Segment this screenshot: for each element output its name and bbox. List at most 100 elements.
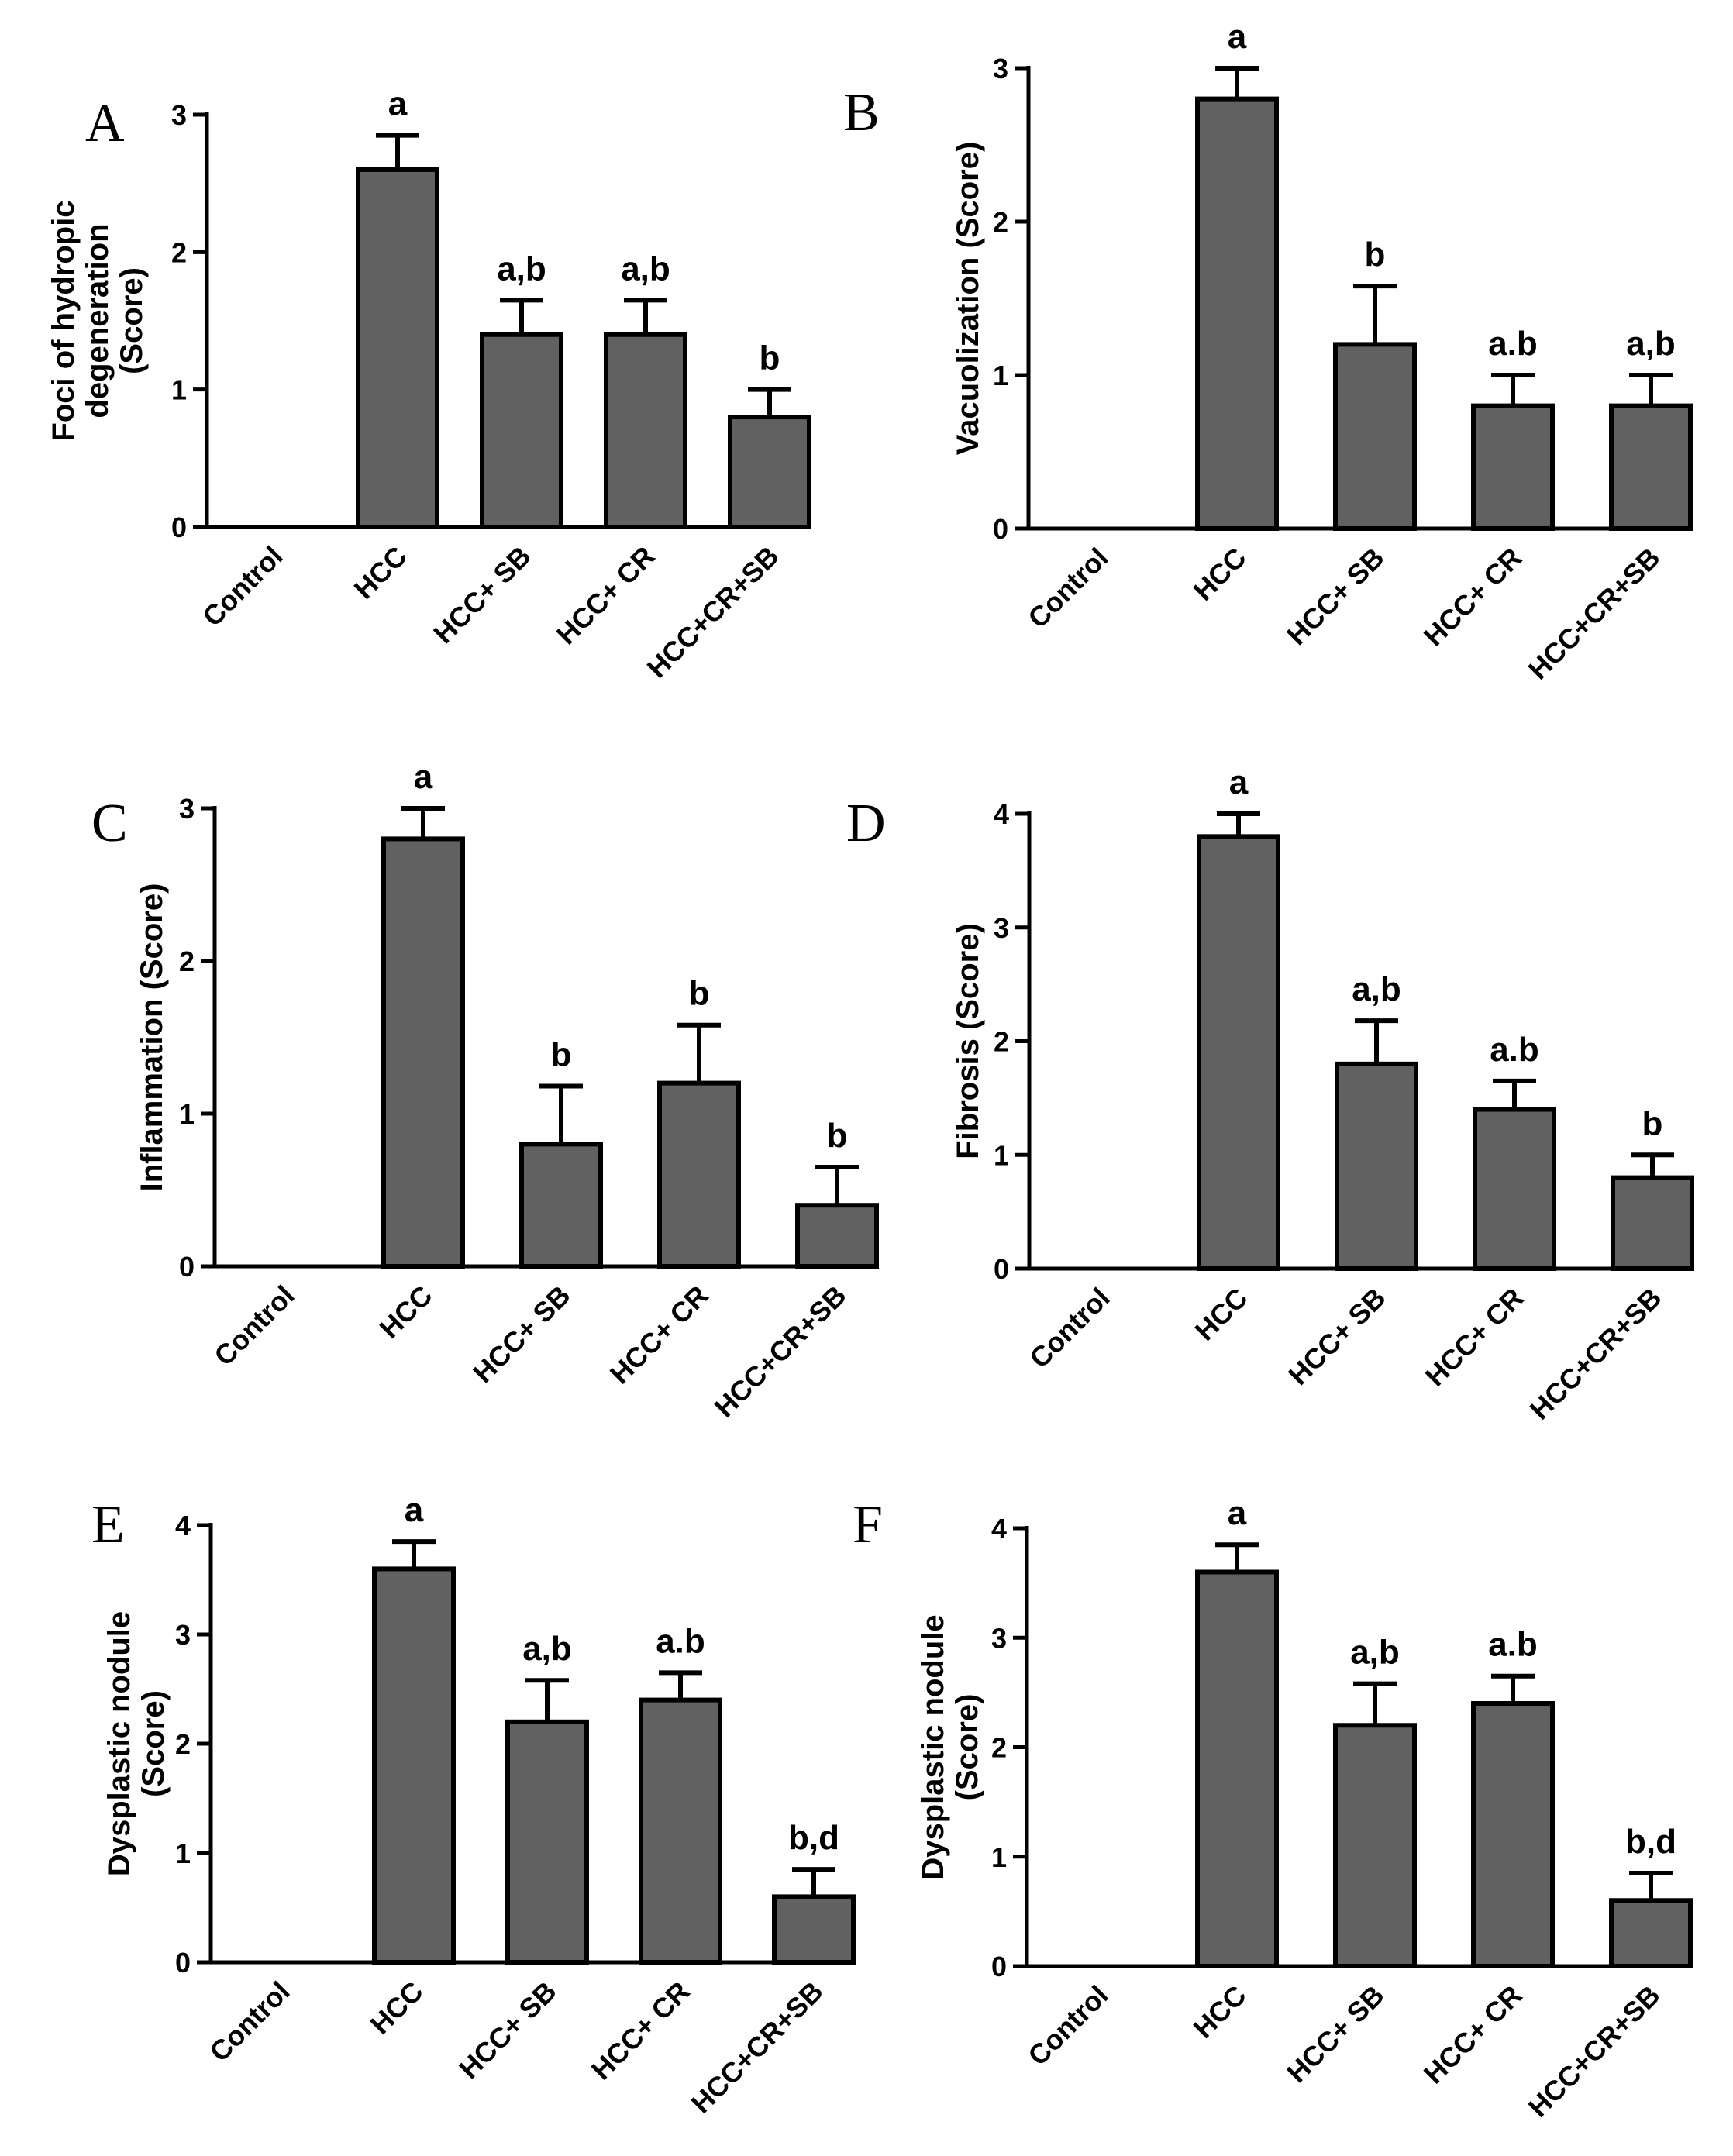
panel-letter: D (846, 794, 886, 853)
bar (1195, 1569, 1279, 1968)
y-axis-title-line: (Score) (950, 1694, 984, 1801)
y-axis-title: Fibrosis (Score) (951, 923, 985, 1159)
category-label: HCC+ SB (467, 1279, 576, 1389)
panel-d: D 0 1 2 3 4 Fibrosis (Score) Control a HCC a,b HCC+… (846, 763, 1694, 1426)
bar (519, 1142, 603, 1269)
bar (1335, 1061, 1418, 1271)
category-label: HCC+CR+SB (708, 1279, 853, 1424)
category-label: Control (1022, 1979, 1114, 2072)
category-label: Control (208, 1279, 300, 1372)
category-label: HCC+CR+SB (1522, 1979, 1666, 2123)
y-tick-label: 2 (171, 236, 187, 268)
y-tick-label: 0 (179, 1251, 195, 1283)
bar (639, 1697, 722, 1965)
category-label: Control (1022, 542, 1114, 634)
y-tick-label: 1 (991, 1841, 1007, 1873)
category-label: HCC (364, 1975, 429, 2041)
bar (1197, 834, 1280, 1271)
category-label: HCC+ SB (427, 540, 536, 649)
significance-label: a (414, 758, 433, 796)
category-label: HCC+ CR (585, 1975, 696, 2086)
y-tick-label: 0 (993, 513, 1008, 545)
panel-letter: A (85, 94, 125, 153)
y-tick-label: 3 (993, 53, 1008, 84)
y-axis-title-line: (Score) (115, 267, 149, 374)
y-tick-label: 4 (994, 798, 1009, 830)
category-label: HCC (1187, 542, 1252, 607)
bar (1473, 1107, 1556, 1272)
category-label: HCC+CR+SB (641, 540, 785, 684)
y-tick-label: 3 (991, 1622, 1007, 1654)
y-tick-label: 1 (994, 1139, 1009, 1171)
bar (1471, 1701, 1555, 1968)
y-tick-label: 2 (175, 1728, 191, 1760)
y-axis-title: Foci of hydropicdegeneration(Score) (47, 200, 149, 441)
bar (1611, 1175, 1694, 1271)
y-axis-title: Dysplastic nodule(Score) (916, 1614, 984, 1879)
y-tick-label: 1 (179, 1098, 195, 1130)
significance-label: a.b (1490, 1031, 1539, 1069)
category-label: HCC (374, 1279, 439, 1345)
bar (372, 1566, 456, 1965)
category-label: HCC (1189, 1282, 1254, 1347)
panel-letter: E (91, 1495, 125, 1555)
category-label: HCC+CR+SB (1524, 1282, 1668, 1426)
y-tick-label: 4 (991, 1513, 1007, 1545)
category-label: HCC+ CR (604, 1279, 715, 1390)
category-label: HCC+ SB (1280, 542, 1390, 651)
panel-letter: B (843, 83, 880, 143)
significance-label: a (388, 85, 408, 123)
bar (1609, 1898, 1693, 1968)
y-axis-title-line: (Score) (136, 1690, 171, 1797)
bar (381, 836, 465, 1269)
y-tick-label: 2 (179, 945, 195, 977)
y-tick-label: 3 (175, 1619, 191, 1651)
bar (657, 1080, 741, 1269)
y-axis-title: Vacuolization (Score) (951, 142, 985, 456)
significance-label: a,b (621, 250, 670, 288)
significance-label: a (1229, 763, 1249, 801)
y-axis-title-line: Dysplastic nodule (102, 1611, 136, 1876)
panel-b: B 0 1 2 3 Vacuolization (Score) Control a HCC b HC… (843, 18, 1693, 686)
y-tick-label: 0 (994, 1253, 1009, 1285)
y-tick-label: 0 (175, 1947, 191, 1979)
significance-label: a.b (1488, 1626, 1538, 1664)
panel-e: E 0 1 2 3 4 Dysplastic nodule(Score) Control a HC… (91, 1491, 856, 2120)
y-axis-title-line: Foci of hydropic (47, 200, 81, 441)
bar (1195, 96, 1279, 532)
y-tick-label: 2 (994, 1026, 1009, 1058)
category-label: HCC+ CR (1418, 1979, 1528, 2090)
panel-c: C 0 1 2 3 Inflammation (Score) Control a HCC b HCC… (91, 758, 879, 1424)
y-axis-title-line: Vacuolization (Score) (951, 142, 985, 456)
y-tick-label: 2 (991, 1732, 1007, 1764)
significance-label: b,d (1625, 1823, 1676, 1861)
category-label: HCC+ SB (1280, 1979, 1390, 2089)
y-tick-label: 4 (175, 1510, 191, 1541)
y-axis-title-line: Fibrosis (Score) (951, 923, 985, 1159)
y-axis-title: Dysplastic nodule(Score) (102, 1611, 171, 1876)
category-label: HCC+CR+SB (1522, 542, 1666, 686)
panel-letter: F (853, 1495, 883, 1555)
y-axis-title: Inflammation (Score) (135, 883, 169, 1192)
significance-label: a.b (1488, 325, 1538, 363)
panel-f: F 0 1 2 3 4 Dysplastic nodule(Score) Control a HC… (853, 1494, 1693, 2123)
bar (1471, 403, 1555, 531)
panel-a: A 0 1 2 3 Foci of hydropicdegeneration(Score)… (47, 85, 811, 684)
category-label: HCC (1187, 1979, 1252, 2044)
y-tick-label: 1 (993, 360, 1008, 391)
y-tick-label: 3 (171, 99, 187, 131)
panel-letter: C (91, 794, 128, 853)
category-label: HCC (348, 540, 413, 605)
bar (505, 1719, 589, 1965)
y-axis-title-line: Inflammation (Score) (135, 883, 169, 1192)
y-axis-title-line: degeneration (81, 223, 115, 418)
category-label: Control (203, 1975, 295, 2068)
significance-label: b (827, 1117, 848, 1155)
y-axis-title-line: Dysplastic nodule (916, 1614, 950, 1879)
significance-label: a.b (656, 1622, 705, 1660)
significance-label: a,b (522, 1630, 572, 1668)
significance-label: b (760, 339, 780, 377)
y-tick-label: 3 (994, 912, 1009, 944)
significance-label: a,b (1626, 325, 1676, 363)
category-label: HCC+ CR (550, 540, 661, 651)
